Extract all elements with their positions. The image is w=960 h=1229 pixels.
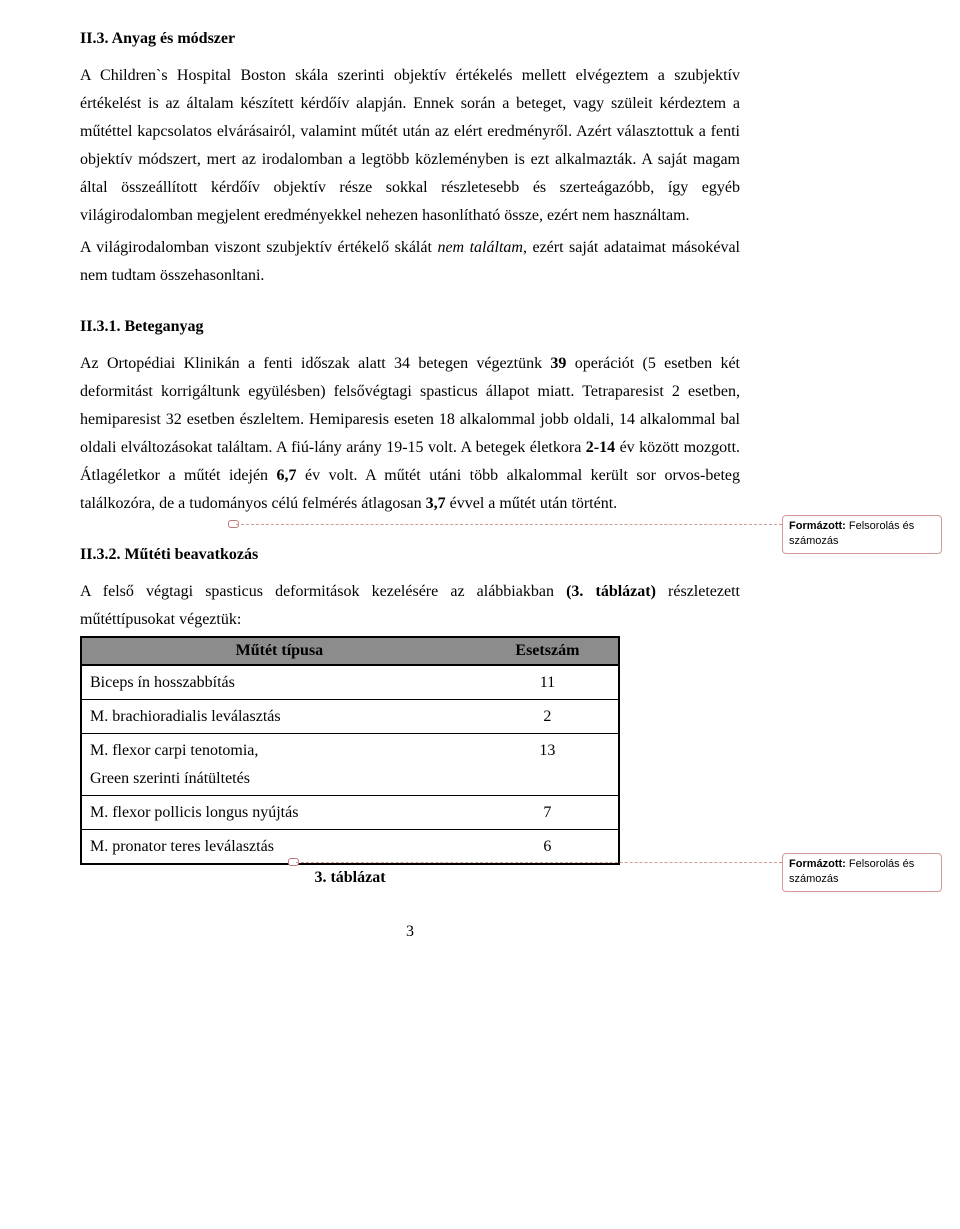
comment-balloon: Formázott: Felsorolás és számozás — [782, 853, 942, 892]
table-row: Biceps ín hosszabbítás 11 — [81, 665, 619, 700]
comment-connector — [236, 524, 782, 525]
text: A felső végtagi spasticus deformitások k… — [80, 583, 566, 600]
col-header-type: Műtét típusa — [81, 637, 477, 665]
cell-count: 6 — [477, 829, 619, 864]
surgery-table: Műtét típusa Esetszám Biceps ín hosszabb… — [80, 636, 620, 865]
page-number: 3 — [80, 923, 740, 941]
paragraph-surgery: A felső végtagi spasticus deformitások k… — [80, 578, 740, 634]
cell-count: 7 — [477, 795, 619, 829]
bold-text: 39 — [550, 355, 566, 372]
bold-text: 3,7 — [426, 495, 446, 512]
bold-text: (3. táblázat) — [566, 583, 656, 600]
table-row: M. brachioradialis leválasztás 2 — [81, 700, 619, 734]
table-header-row: Műtét típusa Esetszám — [81, 637, 619, 665]
cell-type: M. pronator teres leválasztás — [81, 829, 477, 864]
text: Az Ortopédiai Klinikán a fenti időszak a… — [80, 355, 550, 372]
heading-ii31: II.3.1. Beteganyag — [80, 318, 740, 336]
cell-type: M. brachioradialis leválasztás — [81, 700, 477, 734]
text: A világirodalomban viszont szubjektív ér… — [80, 239, 437, 256]
paragraph-subjective: A világirodalomban viszont szubjektív ér… — [80, 234, 740, 290]
table-row: M. pronator teres leválasztás 6 — [81, 829, 619, 864]
comment-connector — [296, 862, 782, 863]
bold-text: 2-14 — [586, 439, 615, 456]
table-caption: 3. táblázat — [80, 869, 620, 887]
section-ii32: II.3.2. Műtéti beavatkozás A felső végta… — [80, 546, 740, 887]
bold-text: 6,7 — [277, 467, 297, 484]
cell-count: 11 — [477, 665, 619, 700]
heading-ii32: II.3.2. Műtéti beavatkozás — [80, 546, 740, 564]
table-row: M. flexor pollicis longus nyújtás 7 — [81, 795, 619, 829]
comment-title: Formázott: — [789, 520, 846, 532]
col-header-count: Esetszám — [477, 637, 619, 665]
page-body: II.3. Anyag és módszer A Children`s Hosp… — [80, 30, 740, 887]
cell-type: M. flexor pollicis longus nyújtás — [81, 795, 477, 829]
cell-type: M. flexor carpi tenotomia, Green szerint… — [81, 734, 477, 795]
paragraph-patients: Az Ortopédiai Klinikán a fenti időszak a… — [80, 350, 740, 518]
cell-count: 13 — [477, 734, 619, 795]
comment-title: Formázott: — [789, 858, 846, 870]
paragraph-intro: A Children`s Hospital Boston skála szeri… — [80, 62, 740, 230]
table-row: M. flexor carpi tenotomia, Green szerint… — [81, 734, 619, 795]
cell-type: Biceps ín hosszabbítás — [81, 665, 477, 700]
heading-ii3: II.3. Anyag és módszer — [80, 30, 740, 48]
section-ii31: II.3.1. Beteganyag Az Ortopédiai Kliniká… — [80, 318, 740, 518]
text: évvel a műtét után történt. — [446, 495, 618, 512]
cell-count: 2 — [477, 700, 619, 734]
comment-balloon: Formázott: Felsorolás és számozás — [782, 515, 942, 554]
italic-text: nem találtam — [437, 239, 523, 256]
